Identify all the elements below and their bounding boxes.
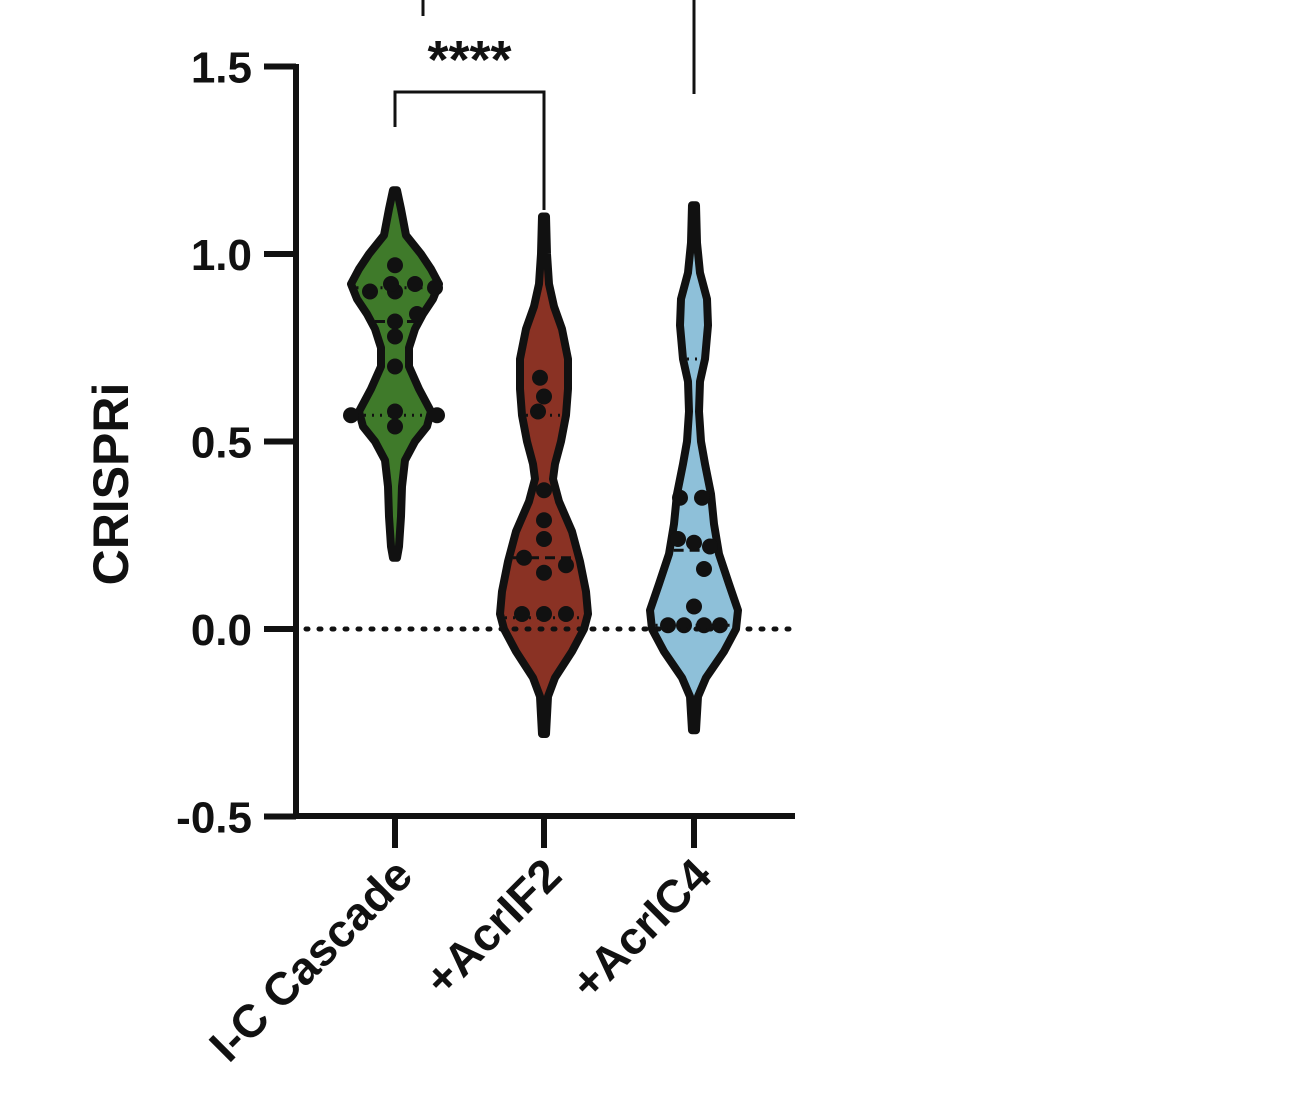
category-label: I-C Cascade: [199, 848, 422, 1071]
violin-body: [496, 212, 592, 738]
bracket-line: [393, 90, 546, 210]
x-ticks: I-C Cascade+AcrIF2+AcrIC4: [199, 816, 721, 1071]
data-point: [702, 538, 718, 555]
data-point: [387, 418, 403, 435]
data-point: [672, 489, 688, 506]
data-point: [536, 512, 552, 529]
data-point: [532, 369, 548, 386]
data-point: [516, 549, 532, 566]
data-point: [536, 482, 552, 499]
y-tick-label: 0.5: [191, 419, 252, 468]
data-point: [409, 306, 425, 322]
y-axis-title: CRISPRi: [83, 383, 139, 586]
data-point: [343, 407, 359, 424]
violin-layer: [347, 186, 742, 738]
data-point: [686, 534, 702, 551]
data-point: [558, 557, 574, 574]
data-point: [407, 276, 423, 292]
data-point: [362, 283, 378, 300]
data-point: [696, 561, 712, 577]
y-tick-label: -0.5: [176, 794, 252, 843]
y-tick-label: 0.0: [191, 606, 252, 655]
data-points: [343, 257, 728, 634]
data-point: [429, 407, 445, 424]
data-point: [686, 598, 702, 615]
y-tick-label: 1.0: [191, 231, 252, 280]
category-label: +AcrIF2: [414, 848, 571, 1005]
data-point: [536, 564, 552, 581]
data-point: [387, 358, 403, 375]
data-point: [387, 328, 403, 345]
category-label: +AcrIC4: [560, 848, 721, 1009]
data-point: [694, 489, 710, 506]
data-point: [536, 531, 552, 547]
data-point: [676, 617, 692, 634]
data-point: [536, 388, 552, 405]
data-point: [558, 606, 574, 622]
significance-label: ****: [427, 30, 511, 90]
data-point: [387, 257, 403, 274]
data-point: [387, 313, 403, 330]
data-point: [536, 606, 552, 622]
violin-body: [646, 201, 742, 735]
data-point: [387, 403, 403, 420]
data-point: [383, 276, 399, 292]
y-ticks: -0.5 0.0 0.5 1.0 1.5: [176, 44, 296, 843]
significance-bracket: ****: [393, 30, 546, 210]
y-tick-label: 1.5: [191, 44, 252, 93]
data-point: [514, 606, 530, 622]
data-point: [530, 403, 546, 420]
data-point: [427, 279, 443, 296]
data-point: [670, 531, 686, 547]
